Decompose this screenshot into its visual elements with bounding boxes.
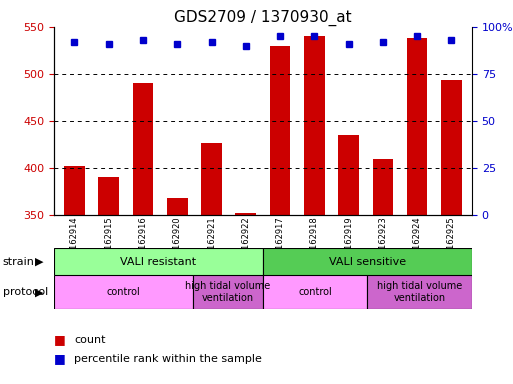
Bar [201, 142, 222, 215]
Bar [133, 83, 153, 215]
Title: GDS2709 / 1370930_at: GDS2709 / 1370930_at [174, 9, 352, 25]
Text: ■: ■ [54, 333, 66, 346]
Bar [407, 38, 427, 215]
Text: high tidal volume
ventilation: high tidal volume ventilation [185, 281, 271, 303]
Text: VALI sensitive: VALI sensitive [329, 257, 406, 266]
Bar [270, 46, 290, 215]
Bar [367, 275, 472, 309]
Bar [64, 166, 85, 215]
Bar [263, 275, 367, 309]
Text: strain: strain [3, 257, 34, 266]
Text: VALI resistant: VALI resistant [121, 257, 196, 266]
Text: high tidal volume
ventilation: high tidal volume ventilation [377, 281, 462, 303]
Bar [54, 275, 193, 309]
Bar [193, 275, 263, 309]
Bar [338, 135, 359, 215]
Text: percentile rank within the sample: percentile rank within the sample [74, 354, 262, 364]
Bar [304, 36, 325, 215]
Bar [235, 213, 256, 215]
Text: ▶: ▶ [35, 257, 44, 266]
Bar [167, 198, 188, 215]
Bar [441, 79, 462, 215]
Bar [372, 159, 393, 215]
Text: ▶: ▶ [35, 287, 44, 297]
Text: protocol: protocol [3, 287, 48, 297]
Text: control: control [298, 287, 332, 297]
Bar [54, 248, 263, 275]
Text: count: count [74, 335, 106, 345]
Text: control: control [107, 287, 141, 297]
Bar [98, 177, 119, 215]
Bar [263, 248, 472, 275]
Text: ■: ■ [54, 353, 66, 366]
